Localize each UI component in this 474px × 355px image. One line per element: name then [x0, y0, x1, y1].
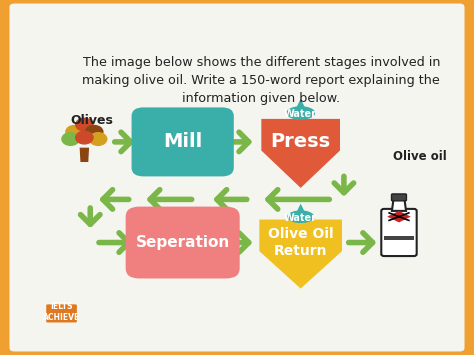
FancyBboxPatch shape: [132, 107, 234, 176]
Text: The image below shows the different stages involved in
making olive oil. Write a: The image below shows the different stag…: [82, 56, 440, 105]
Polygon shape: [80, 148, 89, 162]
Text: Seperation: Seperation: [136, 235, 230, 250]
Bar: [384, 236, 414, 240]
FancyBboxPatch shape: [46, 304, 77, 322]
Circle shape: [85, 126, 103, 138]
Polygon shape: [287, 107, 314, 119]
Circle shape: [90, 133, 107, 145]
Text: Water: Water: [284, 213, 317, 223]
Text: Press: Press: [271, 132, 331, 151]
Text: IELTS
ACHIEVE: IELTS ACHIEVE: [43, 302, 80, 322]
Circle shape: [76, 131, 93, 144]
Polygon shape: [387, 211, 411, 222]
Text: Mill: Mill: [163, 132, 202, 151]
FancyBboxPatch shape: [392, 194, 406, 201]
FancyBboxPatch shape: [381, 209, 417, 256]
Polygon shape: [296, 204, 306, 214]
Text: Olives: Olives: [71, 114, 113, 127]
Polygon shape: [288, 211, 313, 222]
Polygon shape: [295, 99, 306, 110]
Polygon shape: [261, 119, 340, 188]
Circle shape: [76, 118, 93, 131]
Text: Olive oil: Olive oil: [393, 150, 447, 163]
Text: Water: Water: [284, 109, 317, 119]
Polygon shape: [259, 219, 342, 289]
Polygon shape: [392, 200, 406, 211]
Circle shape: [62, 133, 79, 145]
Circle shape: [66, 126, 83, 138]
FancyBboxPatch shape: [126, 207, 240, 278]
Text: Olive Oil
Return: Olive Oil Return: [268, 228, 334, 258]
